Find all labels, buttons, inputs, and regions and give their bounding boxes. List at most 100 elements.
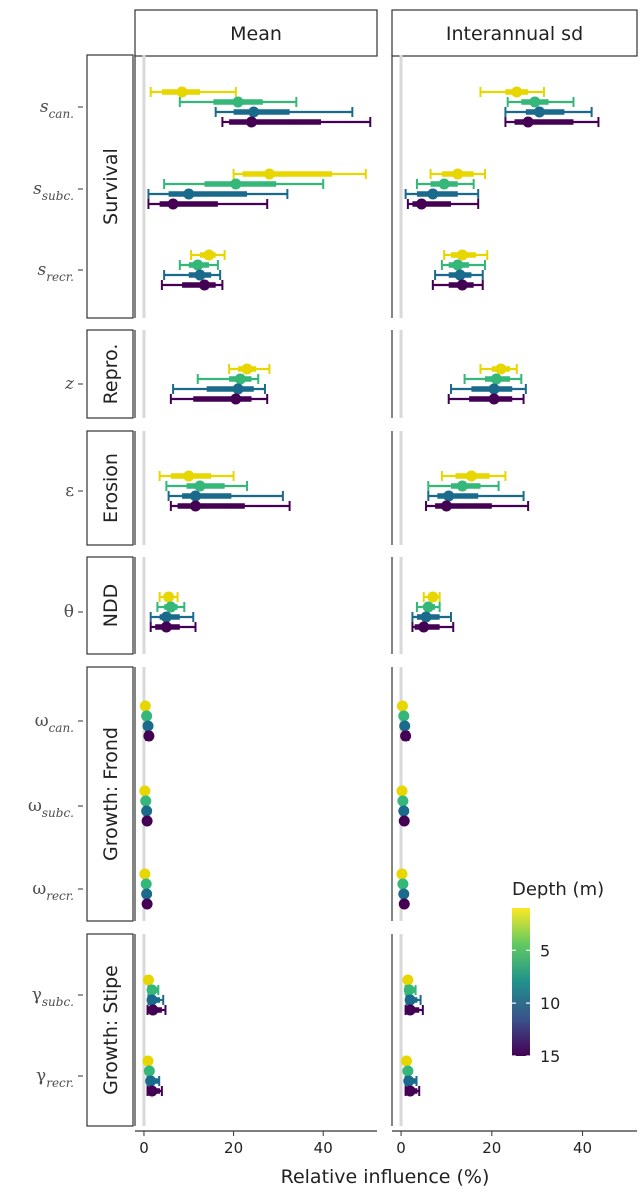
median-point xyxy=(146,984,158,996)
mark-1-omega_can-depth-10 xyxy=(399,720,411,732)
mark-1-epsilon-depth-2 xyxy=(440,470,507,482)
row-strip-5 xyxy=(86,933,134,1127)
median-point xyxy=(427,591,439,603)
median-point xyxy=(404,1085,416,1097)
median-point xyxy=(160,611,172,623)
mark-0-s_recr-depth-10 xyxy=(163,269,222,281)
mark-1-omega_recr-depth-15 xyxy=(398,898,410,910)
mark-1-s_subc-depth-5 xyxy=(415,178,475,190)
median-point xyxy=(452,168,464,180)
median-point xyxy=(529,96,541,108)
median-point xyxy=(139,868,151,880)
mark-0-omega_subc-depth-15 xyxy=(141,815,153,827)
median-point xyxy=(230,178,242,190)
median-point xyxy=(402,1065,414,1077)
mark-0-epsilon-depth-2 xyxy=(158,470,235,482)
facet-strip-0 xyxy=(134,9,378,57)
row-strip-label-5: Growth: Stipe xyxy=(100,965,122,1095)
x-axis-label: Relative influence (%) xyxy=(281,1166,490,1188)
median-point xyxy=(398,805,410,817)
median-point xyxy=(192,259,204,271)
median-point xyxy=(194,269,206,281)
median-point xyxy=(403,984,415,996)
mark-0-z-depth-2 xyxy=(228,363,271,375)
median-point xyxy=(141,815,153,827)
mark-0-omega_subc-depth-5 xyxy=(140,795,152,807)
median-point xyxy=(401,1055,413,1067)
median-point xyxy=(402,974,414,986)
y-label-omega_can: ωcan. xyxy=(35,711,74,735)
mark-1-theta-depth-5 xyxy=(415,601,441,613)
y-label-gamma_recr: γrecr. xyxy=(36,1066,74,1090)
median-point xyxy=(176,86,188,98)
mark-0-z-depth-5 xyxy=(196,373,260,385)
median-point xyxy=(427,188,439,200)
mark-0-omega_recr-depth-15 xyxy=(141,898,153,910)
median-point xyxy=(141,805,153,817)
mark-0-epsilon-depth-5 xyxy=(165,480,249,492)
mark-0-omega_recr-depth-5 xyxy=(140,878,152,890)
row-strip-4 xyxy=(86,666,134,922)
median-point xyxy=(143,1065,155,1077)
median-point xyxy=(246,116,258,128)
median-point xyxy=(139,700,151,712)
mark-1-epsilon-depth-10 xyxy=(427,490,525,502)
median-point xyxy=(232,383,244,395)
median-point xyxy=(230,393,242,405)
y-label-gamma_subc: γsubc. xyxy=(32,985,74,1009)
mark-0-omega_can-depth-15 xyxy=(143,730,155,742)
median-point xyxy=(190,500,201,512)
mark-1-omega_recr-depth-10 xyxy=(398,888,410,900)
median-point xyxy=(456,480,468,492)
legend-tick-label: 5 xyxy=(540,941,550,960)
row-strip-label-0: Survival xyxy=(100,148,122,225)
mark-0-gamma_subc-depth-15 xyxy=(146,1004,167,1016)
median-point xyxy=(415,198,427,210)
mark-1-s_recr-depth-10 xyxy=(434,269,484,281)
mark-1-s_can-depth-2 xyxy=(479,86,545,98)
mark-0-omega_recr-depth-10 xyxy=(141,888,153,900)
mark-0-omega_subc-depth-2 xyxy=(139,785,151,797)
median-point xyxy=(511,86,523,98)
y-label-theta: θ xyxy=(64,602,74,622)
median-point xyxy=(232,96,244,108)
mark-1-z-depth-10 xyxy=(449,383,527,395)
median-point xyxy=(142,1055,154,1067)
y-axis-labels: scan. ssubc. srecr. z ε θ ωcan. ωsubc. ωrecr. γsu… xyxy=(28,97,83,1090)
median-point xyxy=(396,785,408,797)
median-point xyxy=(142,974,154,986)
median-point xyxy=(143,730,155,742)
mark-0-s_can-depth-5 xyxy=(178,96,298,108)
legend-colorbar xyxy=(512,908,530,1056)
median-point xyxy=(141,710,153,722)
y-label-s_subc: ssubc. xyxy=(33,179,74,203)
mark-0-s_can-depth-10 xyxy=(214,106,354,118)
median-point xyxy=(194,480,206,492)
mark-0-omega_can-depth-10 xyxy=(142,720,154,732)
median-point xyxy=(456,279,468,291)
mark-0-omega_subc-depth-10 xyxy=(141,805,153,817)
mark-1-omega_can-depth-2 xyxy=(396,700,408,712)
mark-1-epsilon-depth-15 xyxy=(425,500,530,512)
mark-0-z-depth-15 xyxy=(169,393,269,405)
mark-1-omega_subc-depth-15 xyxy=(398,815,410,827)
mark-1-s_can-depth-15 xyxy=(504,116,600,128)
row-strip-label-2: Erosion xyxy=(100,453,122,523)
median-point xyxy=(398,898,410,910)
median-point xyxy=(403,1075,415,1087)
mark-1-theta-depth-15 xyxy=(411,621,455,633)
median-point xyxy=(440,500,452,512)
row-strip-label-1: Repro. xyxy=(100,344,122,405)
mark-1-s_recr-depth-15 xyxy=(431,279,484,291)
median-point xyxy=(452,259,464,271)
mark-0-s_subc-depth-5 xyxy=(163,178,325,190)
mark-0-gamma_recr-depth-15 xyxy=(146,1085,163,1097)
mark-1-omega_can-depth-5 xyxy=(398,710,410,722)
median-point xyxy=(533,106,545,118)
median-point xyxy=(163,591,175,603)
legend-tick-label: 15 xyxy=(540,1047,560,1066)
median-point xyxy=(465,470,477,482)
mark-1-gamma_recr-depth-2 xyxy=(401,1055,413,1067)
mark-0-gamma_recr-depth-2 xyxy=(142,1055,154,1067)
mark-0-s_can-depth-2 xyxy=(149,86,237,98)
